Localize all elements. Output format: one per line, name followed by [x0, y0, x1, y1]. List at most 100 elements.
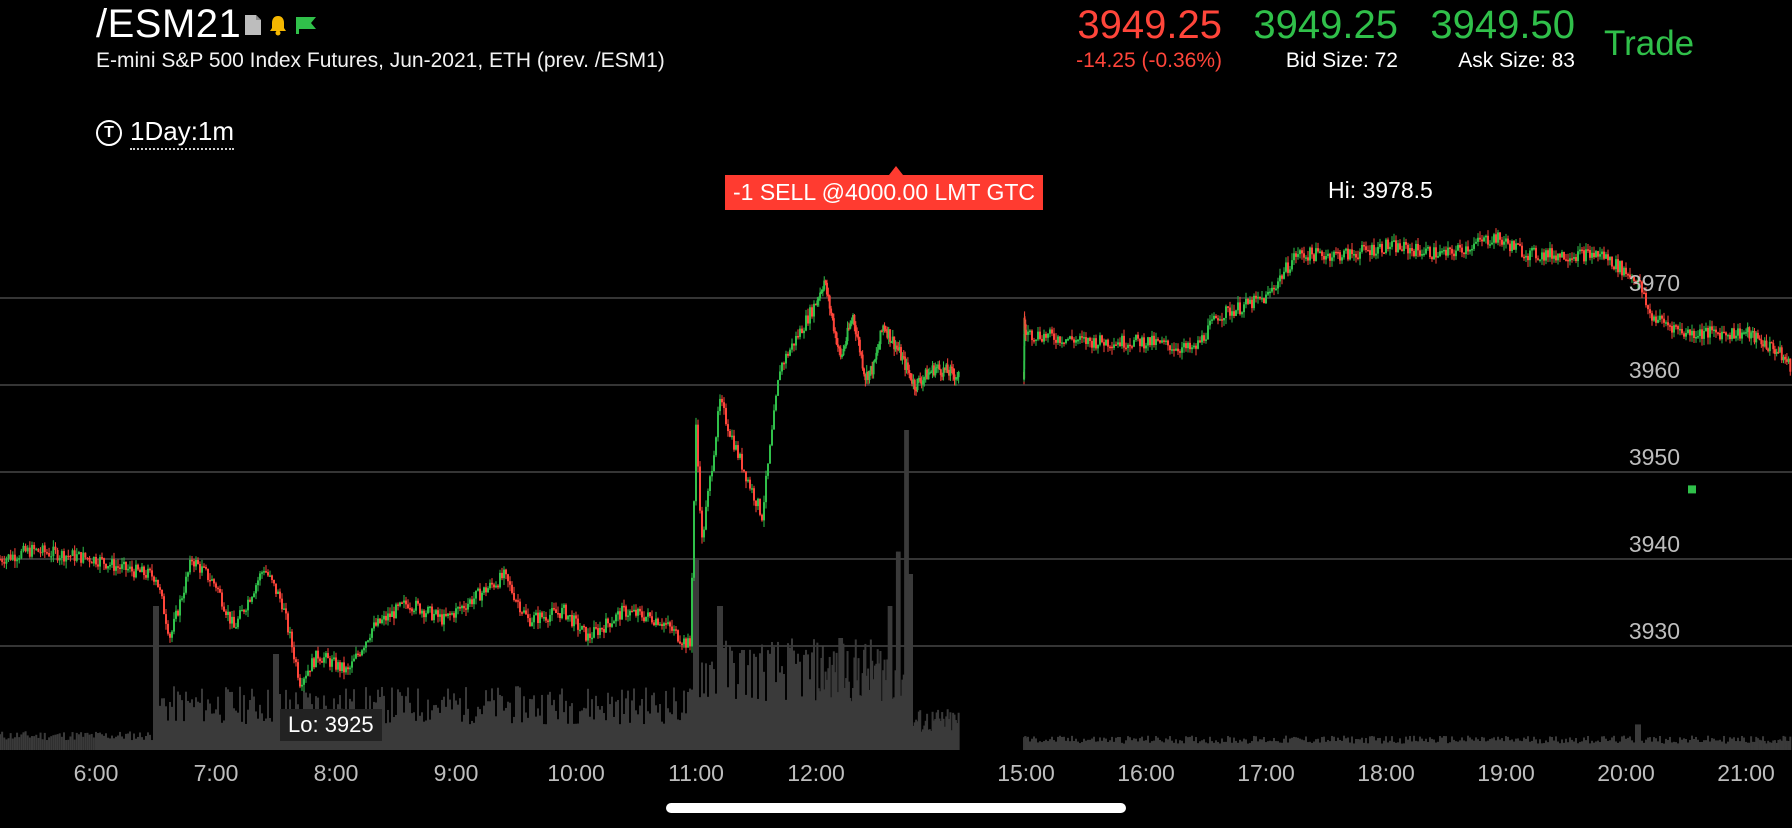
candle-body — [1779, 347, 1782, 352]
candle-body — [1351, 249, 1353, 255]
candle-body — [0, 559, 1, 561]
volume-bar — [873, 665, 876, 750]
volume-bar — [531, 699, 533, 750]
candle-body — [1363, 245, 1365, 247]
ask-block[interactable]: 3949.50 Ask Size: 83 — [1375, 2, 1575, 73]
candle-body — [1243, 304, 1245, 313]
volume-bar — [129, 731, 131, 750]
volume-bar — [141, 737, 143, 750]
bell-icon[interactable] — [268, 14, 288, 41]
candle-body — [501, 572, 503, 579]
volume-bar — [419, 715, 421, 750]
volume-bar — [157, 606, 159, 750]
candle-body — [283, 608, 285, 610]
volume-bar — [1573, 741, 1575, 750]
candle-body — [20, 550, 23, 559]
volume-bar — [1341, 740, 1343, 750]
candle-body — [191, 559, 193, 562]
candle-body — [908, 370, 911, 374]
candle-body — [1369, 250, 1371, 256]
candle-body — [1679, 328, 1681, 331]
candle-body — [401, 602, 403, 604]
flag-icon[interactable] — [294, 15, 318, 40]
candle-body — [828, 295, 831, 309]
volume-bar — [1557, 741, 1559, 750]
volume-bar — [135, 738, 137, 750]
volume-bar — [1750, 736, 1753, 750]
volume-bar — [475, 716, 477, 750]
candle-body — [875, 352, 878, 360]
volume-bar — [109, 738, 111, 750]
trade-button[interactable]: Trade — [1604, 24, 1695, 63]
candle-body — [293, 647, 295, 660]
volume-bar — [799, 661, 801, 750]
volume-bar — [399, 692, 401, 750]
timeframe-selector[interactable]: T 1Day:1m — [96, 116, 235, 150]
volume-bar — [895, 551, 898, 750]
volume-bar — [1313, 741, 1315, 750]
candle-body — [1347, 248, 1349, 260]
volume-bar — [20, 734, 23, 750]
bid-block[interactable]: 3949.25 Bid Size: 72 — [1198, 2, 1398, 73]
candle-body — [783, 362, 785, 365]
candle-body — [653, 622, 655, 626]
candle-body — [361, 650, 363, 656]
volume-bar — [1569, 737, 1571, 750]
candle-body — [1529, 250, 1531, 261]
volume-bar — [845, 678, 848, 750]
candle-body — [69, 555, 72, 558]
volume-bar — [1515, 738, 1517, 750]
candle-body — [763, 502, 765, 521]
volume-bar — [137, 736, 139, 750]
candle-body — [56, 550, 59, 561]
volume-bar — [1695, 736, 1697, 750]
working-order-label[interactable]: -1 SELL @4000.00 LMT GTC — [725, 175, 1044, 210]
candle-body — [1733, 328, 1735, 339]
candle-body — [295, 659, 297, 663]
volume-bar — [1445, 736, 1447, 750]
volume-bar — [1539, 739, 1541, 750]
volume-bar — [1129, 737, 1131, 750]
volume-bar — [393, 717, 395, 750]
candle-body — [869, 366, 872, 371]
candle-body — [1687, 329, 1689, 333]
volume-bar — [651, 695, 653, 750]
volume-bar — [1541, 743, 1543, 750]
candle-body — [946, 364, 949, 373]
home-indicator[interactable] — [666, 803, 1126, 813]
candle-body — [727, 424, 729, 432]
volume-bar — [1257, 741, 1259, 750]
volume-bar — [797, 653, 799, 750]
candle-body — [1669, 325, 1671, 327]
volume-bar — [921, 729, 924, 750]
volume-bar — [1111, 736, 1113, 750]
volume-bar — [43, 732, 46, 750]
candle-body — [1451, 248, 1453, 254]
volume-bar — [1443, 736, 1445, 750]
document-icon[interactable] — [244, 14, 262, 41]
candle-body — [799, 328, 801, 337]
candle-body — [263, 571, 265, 573]
volume-bar — [1101, 740, 1103, 750]
volume-bar — [1299, 738, 1301, 750]
volume-bar — [671, 714, 673, 750]
candle-body — [1237, 302, 1239, 311]
candle-body — [101, 557, 103, 559]
candle-body — [35, 548, 38, 551]
volume-bar — [413, 712, 415, 750]
volume-bar — [495, 716, 497, 750]
volume-bar — [1357, 739, 1359, 750]
candle-body — [1713, 329, 1715, 332]
volume-bar — [926, 713, 929, 750]
volume-bar — [723, 647, 725, 750]
volume-bar — [737, 684, 739, 750]
volume-bar — [1241, 741, 1243, 750]
candle-body — [759, 498, 761, 515]
volume-bar — [1489, 739, 1491, 750]
candle-body — [327, 653, 329, 659]
candle-body — [637, 608, 639, 616]
volume-bar — [1411, 741, 1413, 750]
candle-body — [1503, 241, 1505, 245]
symbol-title: /ESM21 — [96, 2, 242, 46]
